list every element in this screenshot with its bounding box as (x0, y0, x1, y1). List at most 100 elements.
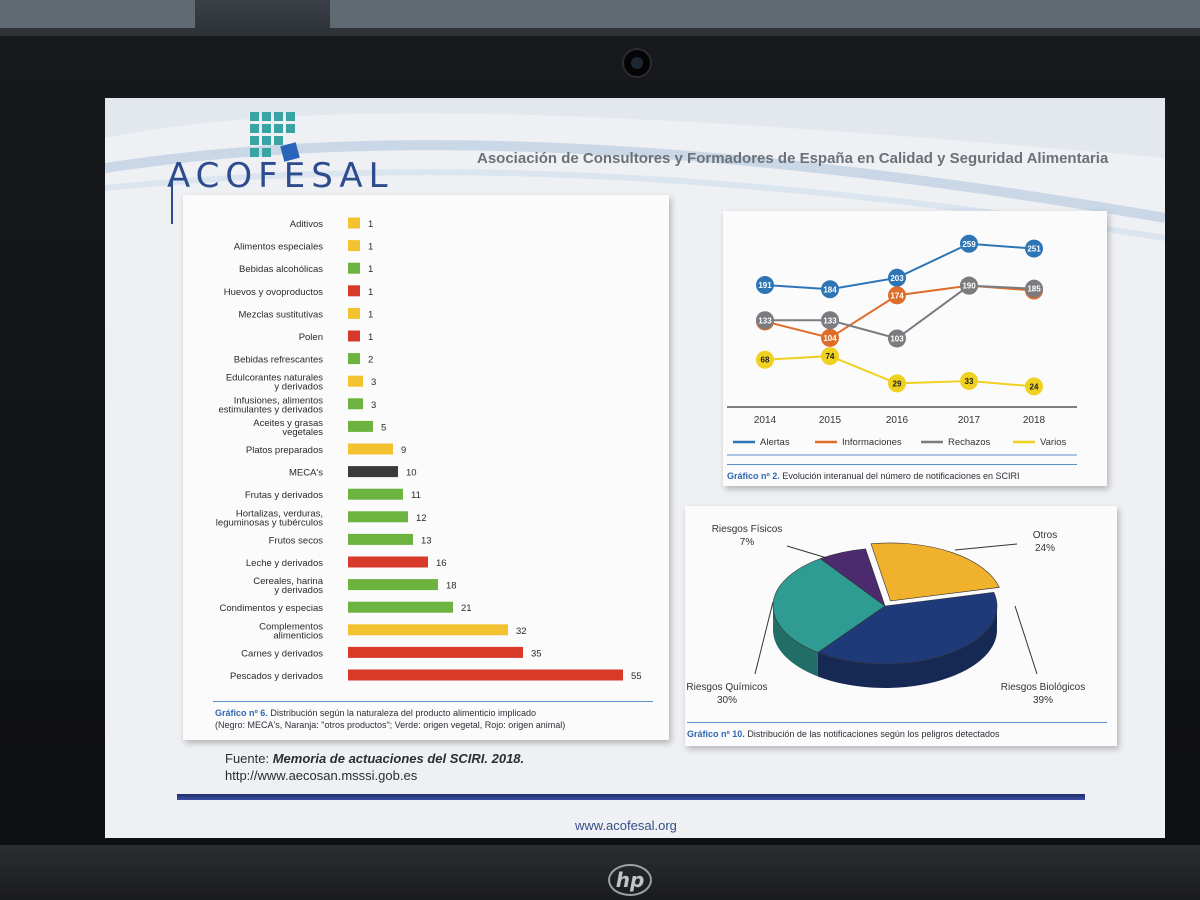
data-label: 259 (962, 240, 976, 249)
bar-value-label: 3 (371, 377, 376, 388)
pie-slice-side (817, 606, 997, 688)
bar (348, 556, 428, 568)
category-label: Pescados y derivados (230, 671, 323, 682)
webcam-icon (622, 48, 652, 78)
bar-value-label: 2 (368, 355, 373, 366)
data-label: 133 (823, 316, 837, 325)
bar (348, 443, 393, 455)
line-chart-caption: Gráfico nº 2. Evolución interanual del n… (727, 470, 1097, 482)
bar (348, 533, 413, 545)
bar-value-label: 35 (531, 648, 542, 659)
data-point (888, 268, 906, 287)
footer-url: www.acofesal.org (575, 818, 677, 833)
category-label: MECA's (289, 468, 323, 479)
data-point (756, 276, 774, 295)
data-label: 190 (962, 282, 976, 291)
category-label: Carnes y derivados (241, 648, 323, 659)
bar (348, 240, 360, 252)
data-point (960, 371, 978, 390)
bar (348, 217, 360, 229)
legend-label: Informaciones (842, 437, 902, 448)
legend-label: Varios (1040, 437, 1066, 448)
category-label: estimulantes y derivados (218, 404, 323, 415)
data-point (888, 286, 906, 305)
data-label: 29 (893, 379, 902, 388)
bar-value-label: 1 (368, 309, 373, 320)
bar-value-label: 16 (436, 558, 447, 569)
bar-value-label: 1 (368, 332, 373, 343)
leader-line (786, 545, 828, 559)
data-point (821, 280, 839, 299)
category-label: Aditivos (290, 219, 324, 230)
leader-line (754, 601, 774, 675)
category-label: Platos preparados (246, 445, 323, 456)
x-tick-label: 2014 (754, 415, 777, 426)
data-point (1025, 279, 1043, 298)
category-label: Hortalizas, verduras, (236, 508, 323, 519)
data-point (960, 276, 978, 295)
bar-value-label: 3 (371, 400, 376, 411)
category-label: Aceites y grasas (253, 418, 323, 429)
slice-percent: 7% (740, 537, 755, 548)
data-label: 191 (758, 281, 772, 290)
bar-value-label: 1 (368, 287, 373, 298)
legend-label: Alertas (760, 437, 790, 448)
category-label: Infusiones, alimentos (234, 395, 323, 406)
page-title: Asociación de Consultores y Formadores d… (477, 150, 1109, 167)
acofesal-logo (171, 112, 300, 224)
data-label: 33 (965, 377, 974, 386)
caption-text: Evolución interanual del número de notif… (782, 471, 1020, 481)
background-window-pane (330, 0, 1200, 28)
data-label: 104 (823, 334, 837, 343)
bar-value-label: 32 (516, 626, 527, 637)
bar-value-label: 5 (381, 422, 386, 433)
bar (348, 646, 523, 658)
data-point (1025, 377, 1043, 396)
source-title: Memoria de actuaciones del SCIRI. 2018. (272, 751, 525, 766)
bar-value-label: 11 (411, 490, 421, 501)
line-chart: 2014201520162017201819118420325925113110… (727, 234, 1077, 456)
data-label: 103 (890, 334, 904, 343)
category-label: Cereales, harina (253, 576, 323, 587)
caption-text: Distribución de las notificaciones según… (747, 729, 1000, 739)
category-label: leguminosas y tubérculos (216, 517, 323, 528)
data-point (888, 374, 906, 393)
bar (348, 353, 360, 365)
slice-percent: 39% (1033, 695, 1053, 706)
bar (348, 624, 508, 636)
source-note: Fuente: Memoria de actuaciones del SCIRI… (225, 750, 524, 784)
pie-slice (819, 548, 886, 607)
caption-text: Distribución según la naturaleza del pro… (270, 708, 536, 718)
category-label: Frutas y derivados (245, 490, 323, 501)
bar-value-label: 55 (631, 671, 642, 682)
bar (348, 488, 403, 500)
caption-divider (213, 701, 653, 702)
slice-label: Riesgos Físicos (712, 524, 783, 535)
data-label: 203 (890, 274, 904, 283)
slide: ACOFESAL Asociación de Consultores y For… (105, 98, 1165, 838)
bar-value-label: 10 (406, 468, 417, 479)
legend-label: Rechazos (948, 437, 990, 448)
bar-chart-panel: Aditivos 1 Alimentos especiales 1 Bebidas al… (183, 195, 669, 740)
data-label: 185 (1027, 285, 1041, 294)
slice-label: Riesgos Químicos (686, 682, 767, 693)
data-label: 68 (761, 356, 770, 365)
data-point (960, 234, 978, 253)
bar-value-label: 18 (446, 581, 457, 592)
hp-logo-icon: hp (608, 864, 652, 896)
slice-percent: 24% (1035, 543, 1055, 554)
pie-chart-panel: Otros 24% Riesgos Biológicos 39% Riesgos Quí… (685, 506, 1117, 746)
category-label: Bebidas alcohólicas (239, 264, 323, 275)
category-label: Frutos secos (269, 535, 324, 546)
data-point (888, 329, 906, 348)
leader-line (954, 543, 1018, 551)
data-point (1025, 239, 1043, 258)
slice-percent: 30% (717, 695, 737, 706)
category-label: y derivados (274, 382, 323, 393)
category-label: alimenticios (273, 630, 323, 641)
bar (348, 285, 360, 297)
x-tick-label: 2018 (1023, 415, 1046, 426)
leader-line (1014, 605, 1038, 675)
bar (348, 466, 398, 478)
data-label: 74 (826, 352, 835, 361)
